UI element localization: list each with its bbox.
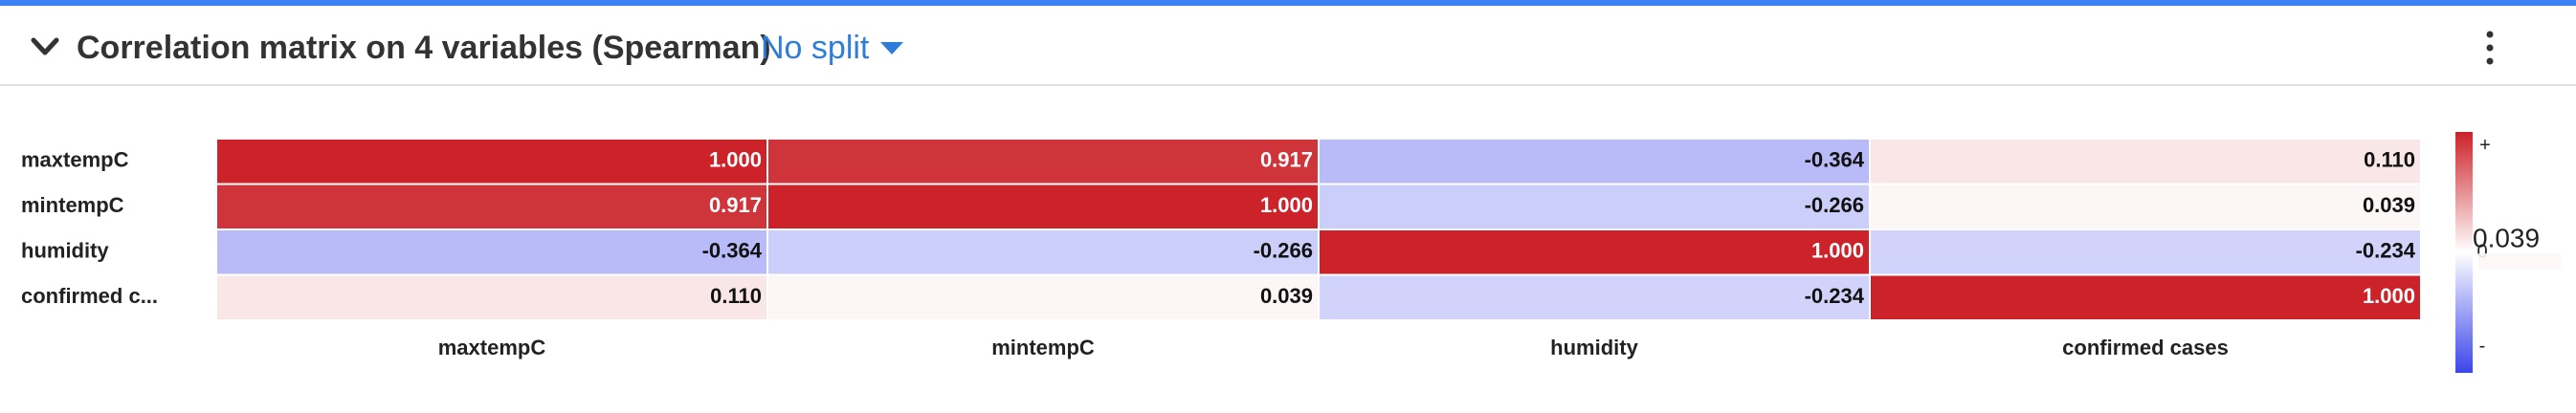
heatmap-cell[interactable] <box>1318 138 1871 185</box>
heatmap-cell-label: 0.110 <box>2364 148 2415 172</box>
split-dropdown[interactable]: No split <box>761 25 904 71</box>
heatmap-cell-label: 0.110 <box>710 284 762 308</box>
split-dropdown-label: No split <box>761 30 870 66</box>
correlation-heatmap: 1.000 0.917 -0.364 0.110 0.917 1.000 -0.266 0.0… <box>21 132 2561 373</box>
row-label: humidity <box>21 239 109 263</box>
heatmap-cell[interactable] <box>215 183 768 230</box>
column-label: maxtempC <box>438 336 546 359</box>
heatmap-cell[interactable] <box>1869 228 2422 276</box>
caret-down-icon <box>880 42 904 54</box>
top-accent-bar <box>0 0 2576 6</box>
legend-mid-label: 0 <box>2476 241 2487 262</box>
heatmap-cell[interactable] <box>215 273 768 321</box>
heatmap-cell[interactable] <box>215 228 768 276</box>
heatmap-cell[interactable] <box>1869 183 2422 230</box>
row-label: maxtempC <box>21 148 129 172</box>
heatmap-cell-label: 0.917 <box>709 193 762 217</box>
legend-top-label: + <box>2479 135 2491 156</box>
heatmap-cell[interactable] <box>1869 138 2422 185</box>
heatmap-cell-label: 0.039 <box>2363 193 2415 217</box>
heatmap-cell-label: 1.000 <box>1260 193 1313 217</box>
heatmap-cell-label: 1.000 <box>709 148 762 172</box>
row-label: confirmed c... <box>21 284 158 308</box>
heatmap-cell-label: 0.917 <box>1260 148 1313 172</box>
heatmap-cell[interactable] <box>215 138 768 185</box>
heatmap-cell[interactable] <box>1318 183 1871 230</box>
card-header: Correlation matrix on 4 variables (Spear… <box>0 6 2576 86</box>
column-label: humidity <box>1550 336 1638 359</box>
column-label: mintempC <box>991 336 1095 359</box>
heatmap-cell[interactable] <box>1318 228 1871 276</box>
heatmap-cell[interactable] <box>766 183 1320 230</box>
legend-hover-marker <box>2478 253 2561 270</box>
column-label: confirmed cases <box>2062 336 2229 359</box>
heatmap-cell-label: -0.364 <box>1805 148 1865 172</box>
heatmap-cell-label: 1.000 <box>2363 284 2415 308</box>
row-labels: maxtempC mintempC humidity confirmed c... <box>21 148 158 309</box>
heatmap-cell[interactable] <box>766 138 1320 185</box>
heatmap-cell[interactable] <box>766 273 1320 321</box>
heatmap-cells: 1.000 0.917 -0.364 0.110 0.917 1.000 -0.266 0.0… <box>215 138 2422 321</box>
kebab-menu-icon[interactable] <box>2478 25 2501 71</box>
legend-bottom-label: - <box>2479 336 2486 357</box>
column-labels: maxtempC mintempC humidity confirmed cases <box>438 336 2229 359</box>
heatmap-cell-label: -0.234 <box>2356 239 2416 263</box>
legend-hover-value: 0.039 <box>2473 223 2540 252</box>
heatmap-cell-label: -0.266 <box>1254 239 1313 263</box>
heatmap-cell-label: -0.234 <box>1805 284 1865 308</box>
heatmap-cell-label: -0.266 <box>1805 193 1864 217</box>
chevron-down-icon[interactable] <box>29 31 61 63</box>
row-label: mintempC <box>21 193 124 217</box>
heatmap-cell[interactable] <box>1869 273 2422 321</box>
color-legend: + 0 - 0.039 <box>2455 132 2561 373</box>
heatmap-cell-label: 0.039 <box>1260 284 1313 308</box>
card-title: Correlation matrix on 4 variables (Spear… <box>77 30 771 66</box>
legend-color-bar <box>2455 132 2473 373</box>
heatmap-cell[interactable] <box>1318 273 1871 321</box>
heatmap-cell[interactable] <box>766 228 1320 276</box>
heatmap-cell-label: 1.000 <box>1811 239 1864 263</box>
heatmap-cell-label: -0.364 <box>702 239 763 263</box>
